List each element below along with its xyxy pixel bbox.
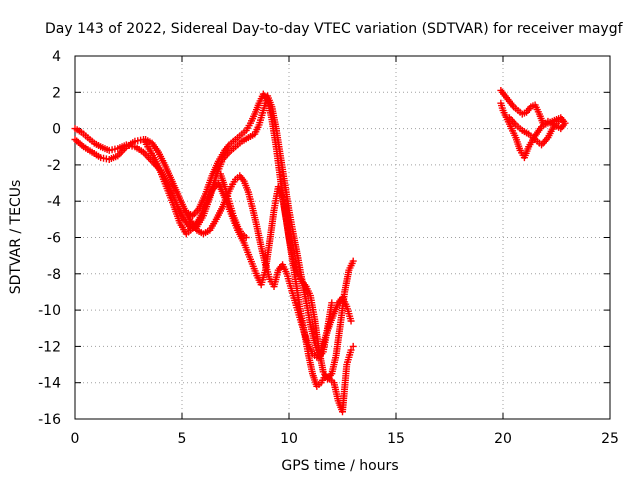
x-axis-label: GPS time / hours (281, 458, 398, 474)
y-tick-label: -6 (47, 231, 61, 247)
y-tick-label: -12 (38, 339, 61, 355)
x-tick-label: 15 (387, 431, 405, 447)
data-point (497, 99, 505, 107)
y-tick-label: -2 (47, 158, 61, 174)
x-tick-label: 5 (178, 431, 187, 447)
grid-lines (75, 56, 610, 419)
y-tick-label: -8 (47, 267, 61, 283)
y-tick-label: 2 (52, 85, 61, 101)
data-point (347, 317, 355, 325)
chart-title: Day 143 of 2022, Sidereal Day-to-day VTE… (45, 21, 624, 37)
x-tick-label: 10 (280, 431, 298, 447)
x-tick-label: 20 (494, 431, 512, 447)
data-point (328, 299, 336, 307)
y-tick-label: -4 (47, 194, 61, 210)
data-point (349, 257, 357, 265)
data-point (349, 342, 357, 350)
y-tick-label: -16 (38, 412, 61, 428)
y-tick-label: 4 (52, 49, 61, 65)
data-point (242, 234, 250, 241)
y-tick-label: -10 (38, 303, 61, 319)
y-axis-label: SDTVAR / TECUs (8, 180, 24, 295)
y-tick-label: -14 (38, 376, 61, 392)
x-tick-label: 0 (71, 431, 80, 447)
data-point (557, 116, 565, 124)
y-tick-label: 0 (52, 122, 61, 138)
axis-ticks: 0 5 10 15 20 25 -16 -14 -12 -10 -8 -6 -4 -2 0 2 4 (38, 49, 619, 447)
data-points (71, 86, 569, 416)
x-tick-label: 25 (601, 431, 619, 447)
data-point (347, 346, 355, 354)
